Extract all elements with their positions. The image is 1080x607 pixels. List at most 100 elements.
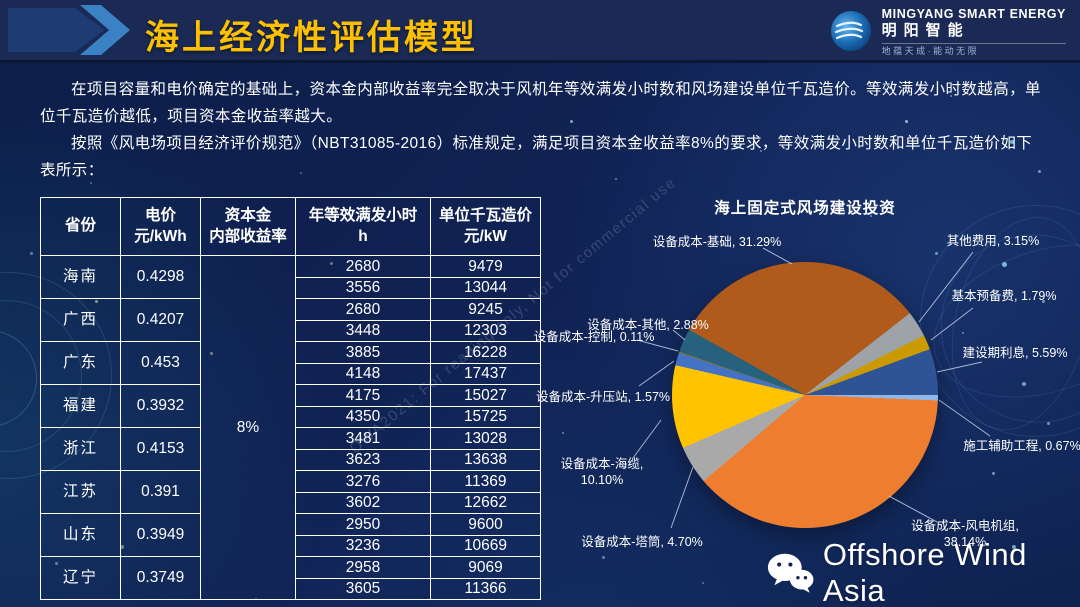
wechat-watermark: Offshore Wind Asia: [766, 537, 1080, 607]
table-row: 3448 12303: [41, 319, 541, 342]
globe-logo-icon: [830, 11, 871, 52]
table-cell: 3605: [295, 577, 431, 600]
sparkle-dot: [30, 252, 33, 255]
table-cell: 0.4153: [120, 427, 201, 471]
table-cell: 0.3749: [120, 556, 201, 600]
table-cell: 13638: [430, 448, 541, 471]
sparkle-dot: [300, 172, 302, 174]
pie-label: 施工辅助工程, 0.67%: [963, 438, 1080, 453]
table-row: 辽宁 0.3749 2958 9069: [40, 556, 541, 600]
sparkle-dot: [170, 115, 172, 117]
table-cell: 辽宁: [40, 556, 121, 600]
sparkle-dot: [562, 432, 564, 434]
page-title: 海上经济性评估模型: [145, 19, 478, 57]
sparkle-dot: [1047, 422, 1050, 425]
paragraph-1: 在项目容量和电价确定的基础上，资本金内部收益率完全取决于风机年等效满发小时数和风…: [40, 81, 1041, 125]
sparkle-dot: [540, 330, 543, 333]
chart-title: 海上固定式风场建设投资: [714, 200, 896, 217]
pie-label: 基本预备费, 1.79%: [951, 288, 1057, 303]
table-row: 3623 13638: [41, 448, 541, 471]
table-cell: 13028: [430, 427, 541, 450]
pie-graphic: [672, 262, 938, 528]
table-cell: 0.3949: [120, 513, 201, 557]
table-cell: 0.4298: [120, 255, 201, 299]
paragraph-2: 按照《风电场项目经济评价规范》（NBT31085-2016）标准规定，满足项目资…: [40, 135, 1033, 179]
logo-name-en: MINGYANG SMART ENERGY: [881, 7, 1066, 21]
table-cell: 0.4207: [120, 298, 201, 342]
table-cell: 3236: [295, 534, 431, 557]
header-bar: 海上经济性评估模型 MINGYANG SMART ENERGY 明阳智能 地蕴天…: [0, 0, 1080, 63]
table-cell: 15725: [430, 405, 541, 428]
table-row: 海南 0.4298 8% 2680 9479: [40, 255, 541, 600]
table-row: 山东 0.3949 2950 9600: [40, 513, 541, 557]
sparkle-dot: [1022, 382, 1026, 386]
column-header: 电价 元/kWh: [120, 197, 201, 256]
table-cell: 2958: [295, 556, 431, 579]
sparkle-dot: [1012, 545, 1016, 549]
column-header: 资本金 内部收益率: [200, 197, 296, 256]
company-logo: MINGYANG SMART ENERGY 明阳智能 地蕴天成·能动无限: [829, 7, 1066, 56]
table-cell: 2680: [295, 255, 431, 278]
pie-label: 设备成本-其他, 2.88%: [587, 317, 709, 332]
sparkle-dot: [870, 215, 872, 217]
chevron-decoration-dark: [8, 8, 104, 52]
logo-name-cn: 明阳智能: [881, 22, 970, 40]
table-cell: 福建: [40, 384, 121, 428]
table-cell: 广东: [40, 341, 121, 385]
sparkle-dot: [1038, 170, 1041, 173]
column-header: 单位千瓦造价 元/kW: [430, 197, 541, 256]
sparkle-dot: [1002, 262, 1007, 267]
table-cell: 0.453: [120, 341, 201, 385]
table-cell: 9600: [430, 513, 541, 536]
column-header: 年等效满发小时 h: [295, 197, 431, 256]
table-cell: 10669: [430, 534, 541, 557]
sparkle-dot: [760, 150, 762, 152]
pie-label: 设备成本-塔筒, 4.70%: [581, 534, 703, 549]
table-cell: 3885: [295, 341, 431, 364]
sparkle-dot: [660, 95, 662, 97]
sparkle-dot: [615, 178, 617, 180]
sparkle-dot: [90, 182, 92, 184]
table-cell: 0.391: [120, 470, 201, 514]
table-row: 江苏 0.391 3276 11369: [40, 470, 541, 514]
table-row: 浙江 0.4153 3481 13028: [40, 427, 541, 471]
pie-label: 设备成本-控制, 0.11%: [533, 329, 655, 344]
wechat-icon: [767, 553, 814, 593]
table-cell: 2950: [295, 513, 431, 536]
table-cell: 3556: [295, 276, 431, 299]
table-cell: 3602: [295, 491, 431, 514]
sparkle-dot: [1010, 140, 1014, 144]
wechat-watermark-text: Offshore Wind Asia: [822, 537, 1027, 607]
pie-label: 设备成本-基础, 31.29%: [652, 234, 782, 249]
table-cell: 2680: [295, 298, 431, 321]
logo-tagline: 地蕴天成·能动无限: [881, 42, 1066, 56]
table-cell: 0.3932: [120, 384, 201, 428]
table-cell: 15027: [430, 384, 541, 407]
table-row: 福建 0.3932 4175 15027: [40, 384, 541, 428]
table-header: 省份 电价 元/kWh 资本金 内部收益率 年等效满发小时 h 单位千瓦造价 元/kW: [40, 197, 541, 256]
pie-label: 设备成本-风电机组, 38.14%: [911, 518, 1019, 549]
table-cell: 3276: [295, 470, 431, 493]
sparkle-dot: [1042, 300, 1045, 303]
table-row: 4350 15725: [41, 405, 541, 428]
economics-table-wrap: 省份 电价 元/kWh 资本金 内部收益率 年等效满发小时 h 单位千瓦造价 元/kW 海南 0.…: [40, 197, 541, 600]
sparkle-dot: [602, 556, 605, 559]
table-row: 广西 0.4207 2680 9245: [40, 298, 541, 342]
table-cell: 广西: [40, 298, 121, 342]
sparkle-dot: [942, 522, 944, 524]
intro-text-block: 在项目容量和电价确定的基础上，资本金内部收益率完全取决于风机年等效满发小时数和风…: [40, 76, 1045, 184]
sparkle-dot: [570, 120, 573, 123]
table-cell: 12662: [430, 491, 541, 514]
pie-label: 设备成本-海缆, 10.10%: [560, 456, 644, 487]
table-cell: 8%: [200, 255, 296, 600]
table-cell: 4148: [295, 362, 431, 385]
pie-label: 其他费用, 3.15%: [946, 233, 1040, 248]
table-row: 4148 17437: [41, 362, 541, 385]
table-cell: 11366: [430, 577, 541, 600]
table-cell: 海南: [40, 255, 121, 299]
table-cell: 11369: [430, 470, 541, 493]
table-row: 3602 12662: [41, 491, 541, 514]
table-cell: 3448: [295, 319, 431, 342]
sparkle-dot: [950, 95, 952, 97]
